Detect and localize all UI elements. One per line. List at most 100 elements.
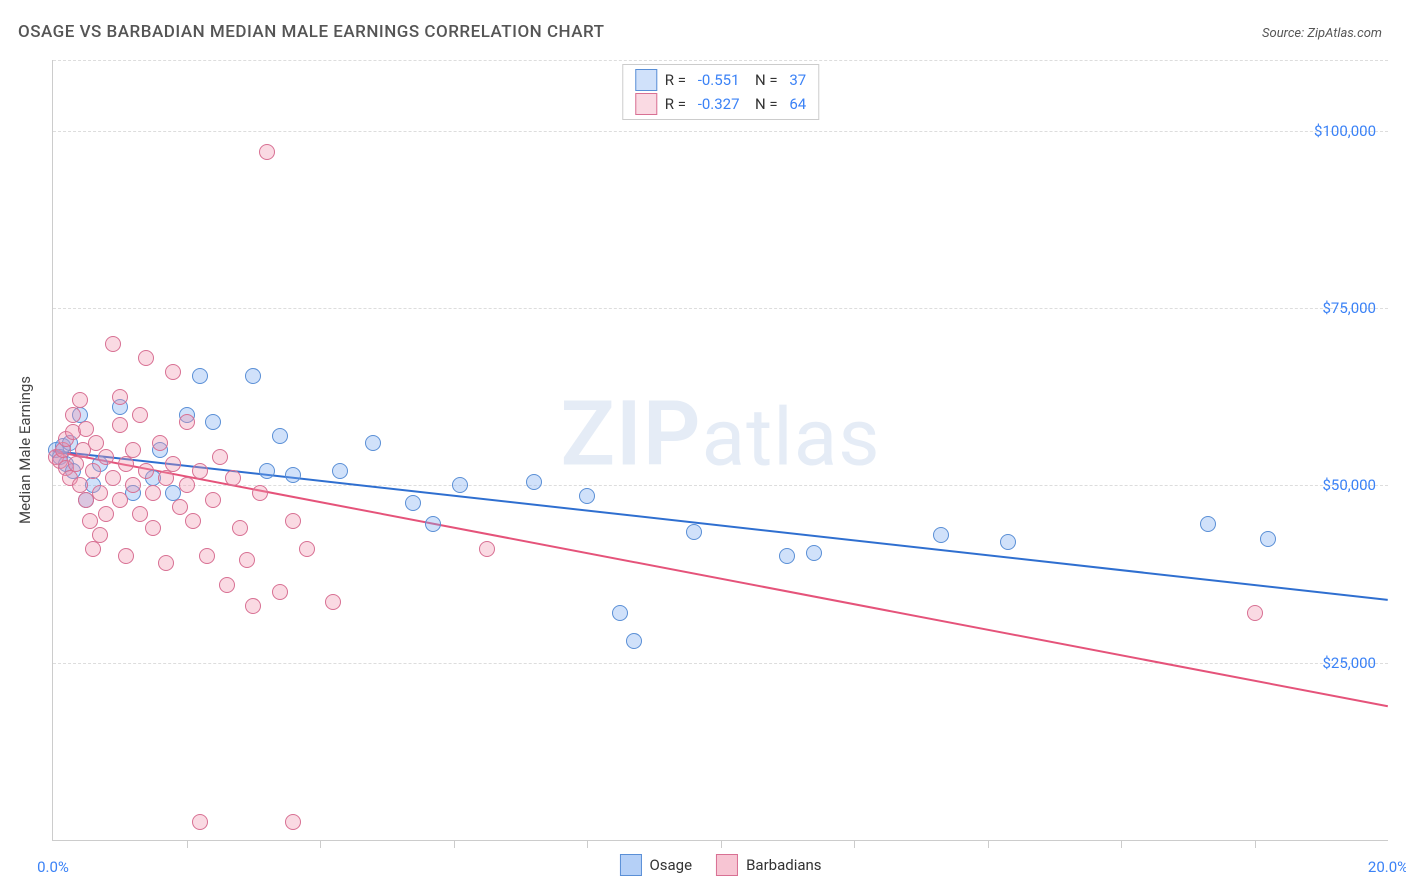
x-tick-label: 20.0% bbox=[1368, 858, 1406, 876]
data-point bbox=[205, 414, 221, 430]
data-point bbox=[125, 442, 141, 458]
data-point bbox=[152, 435, 168, 451]
data-point bbox=[299, 541, 315, 557]
data-point bbox=[112, 492, 128, 508]
x-tick bbox=[1255, 840, 1256, 848]
data-point bbox=[779, 548, 795, 564]
data-point bbox=[245, 598, 261, 614]
legend-swatch bbox=[635, 93, 657, 115]
data-point bbox=[239, 552, 255, 568]
data-point bbox=[82, 513, 98, 529]
data-point bbox=[185, 513, 201, 529]
data-point bbox=[479, 541, 495, 557]
correlation-legend: R = -0.551 N = 37R = -0.327 N = 64 bbox=[622, 64, 819, 120]
data-point bbox=[145, 520, 161, 536]
legend-swatch bbox=[635, 69, 657, 91]
data-point bbox=[933, 527, 949, 543]
data-point bbox=[98, 449, 114, 465]
legend-swatch bbox=[716, 854, 738, 876]
data-point bbox=[212, 449, 228, 465]
data-point bbox=[626, 633, 642, 649]
data-point bbox=[245, 368, 261, 384]
data-point bbox=[686, 524, 702, 540]
data-point bbox=[145, 485, 161, 501]
data-point bbox=[118, 456, 134, 472]
gridline bbox=[53, 308, 1388, 309]
data-point bbox=[132, 407, 148, 423]
data-point bbox=[98, 506, 114, 522]
legend-r-label: R = bbox=[665, 95, 690, 113]
gridline bbox=[53, 60, 1388, 61]
x-tick bbox=[1121, 840, 1122, 848]
data-point bbox=[92, 485, 108, 501]
watermark: ZIPatlas bbox=[560, 382, 880, 487]
x-tick bbox=[320, 840, 321, 848]
y-tick-label: $25,000 bbox=[1322, 654, 1376, 672]
data-point bbox=[72, 392, 88, 408]
data-point bbox=[425, 516, 441, 532]
data-point bbox=[1200, 516, 1216, 532]
data-point bbox=[158, 555, 174, 571]
data-point bbox=[192, 814, 208, 830]
data-point bbox=[158, 470, 174, 486]
x-tick bbox=[187, 840, 188, 848]
data-point bbox=[68, 456, 84, 472]
x-tick bbox=[587, 840, 588, 848]
x-tick bbox=[988, 840, 989, 848]
data-point bbox=[285, 513, 301, 529]
source-label: Source: ZipAtlas.com bbox=[1262, 26, 1382, 41]
data-point bbox=[325, 594, 341, 610]
y-tick-label: $50,000 bbox=[1322, 476, 1376, 494]
legend-n-label: N = bbox=[748, 71, 782, 89]
data-point bbox=[579, 488, 595, 504]
data-point bbox=[85, 541, 101, 557]
legend-swatch bbox=[619, 854, 641, 876]
legend-n-value: 64 bbox=[789, 95, 806, 113]
data-point bbox=[219, 577, 235, 593]
gridline bbox=[53, 663, 1388, 664]
data-point bbox=[112, 389, 128, 405]
data-point bbox=[138, 350, 154, 366]
series-legend: Osage Barbadians bbox=[619, 854, 821, 876]
data-point bbox=[179, 477, 195, 493]
data-point bbox=[232, 520, 248, 536]
x-tick bbox=[454, 840, 455, 848]
data-point bbox=[259, 463, 275, 479]
data-point bbox=[192, 368, 208, 384]
legend-label: Barbadians bbox=[746, 856, 821, 874]
data-point bbox=[272, 584, 288, 600]
gridline bbox=[53, 131, 1388, 132]
legend-r-value: -0.327 bbox=[698, 95, 740, 113]
data-point bbox=[172, 499, 188, 515]
data-point bbox=[88, 435, 104, 451]
data-point bbox=[112, 417, 128, 433]
data-point bbox=[199, 548, 215, 564]
x-tick-label: 0.0% bbox=[37, 858, 69, 876]
data-point bbox=[612, 605, 628, 621]
data-point bbox=[138, 463, 154, 479]
legend-label: Osage bbox=[649, 856, 692, 874]
data-point bbox=[78, 421, 94, 437]
data-point bbox=[85, 463, 101, 479]
data-point bbox=[165, 456, 181, 472]
legend-row: R = -0.327 N = 64 bbox=[635, 93, 806, 115]
chart-title: OSAGE VS BARBADIAN MEDIAN MALE EARNINGS … bbox=[18, 22, 605, 42]
data-point bbox=[252, 485, 268, 501]
legend-item: Osage bbox=[619, 854, 692, 876]
legend-r-label: R = bbox=[665, 71, 690, 89]
legend-r-value: -0.551 bbox=[698, 71, 740, 89]
data-point bbox=[272, 428, 288, 444]
data-point bbox=[225, 470, 241, 486]
data-point bbox=[118, 548, 134, 564]
data-point bbox=[405, 495, 421, 511]
data-point bbox=[1260, 531, 1276, 547]
data-point bbox=[285, 814, 301, 830]
legend-row: R = -0.551 N = 37 bbox=[635, 69, 806, 91]
legend-n-label: N = bbox=[748, 95, 782, 113]
data-point bbox=[125, 477, 141, 493]
data-point bbox=[205, 492, 221, 508]
data-point bbox=[105, 336, 121, 352]
data-point bbox=[192, 463, 208, 479]
data-point bbox=[285, 467, 301, 483]
y-tick-label: $100,000 bbox=[1314, 122, 1376, 140]
